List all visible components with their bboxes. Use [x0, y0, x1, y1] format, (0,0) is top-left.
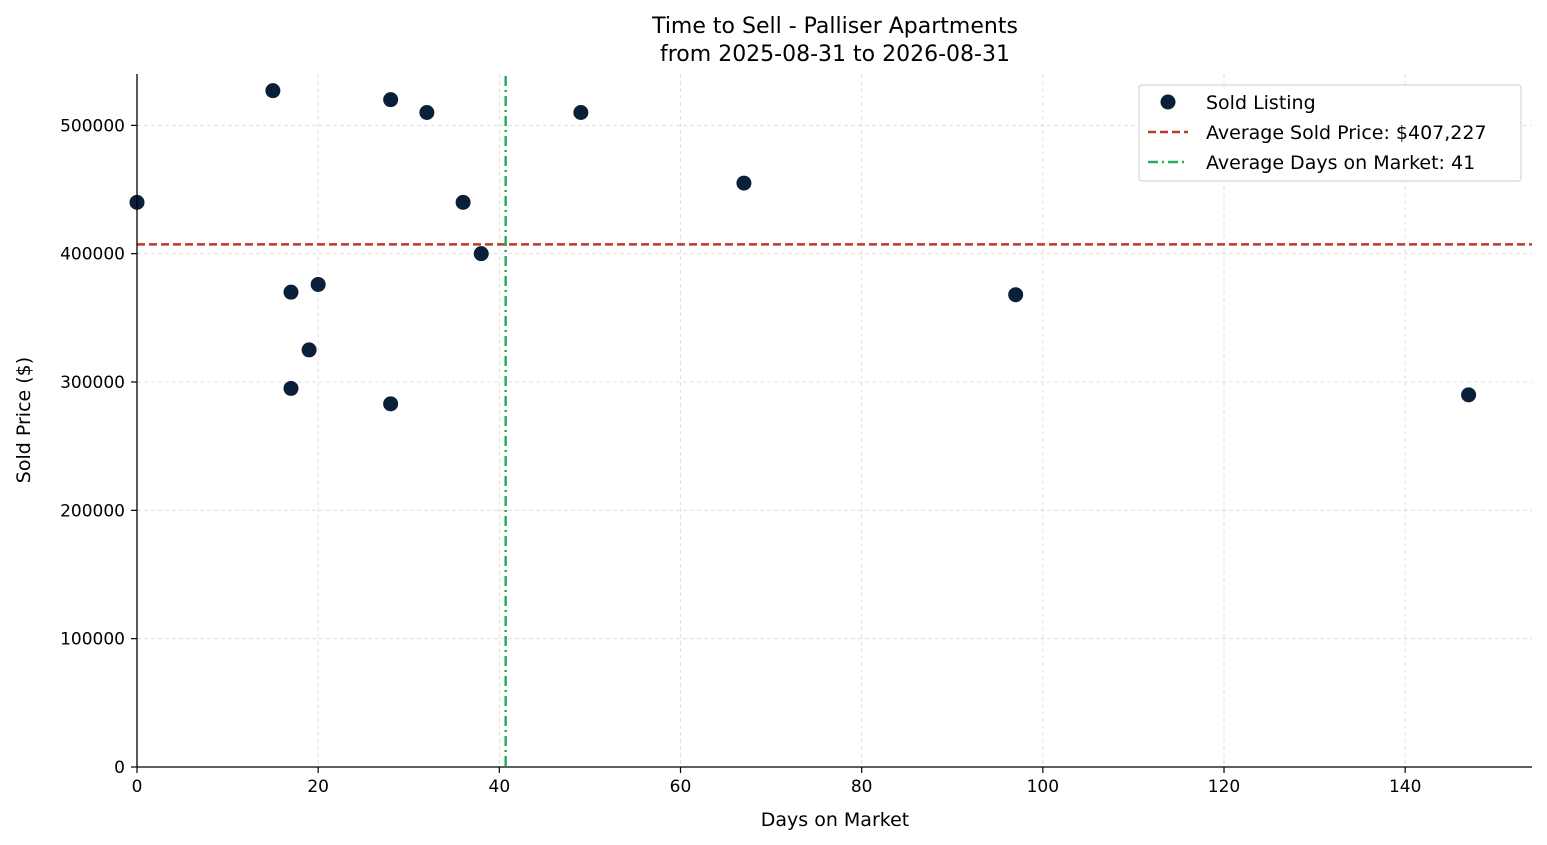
- data-point-9: [455, 194, 471, 210]
- x-tick-label-1: 20: [307, 777, 329, 797]
- legend: Sold Listing Average Sold Price: $407,22…: [1138, 84, 1522, 182]
- x-axis-ticks: 0 20 40 60 80 100 120 140: [132, 767, 1421, 797]
- data-point-8: [419, 105, 435, 120]
- x-tick-label-0: 0: [132, 777, 143, 797]
- x-tick-label-3: 60: [670, 777, 692, 797]
- legend-label-avg-days: Average Days on Market: 41: [1206, 152, 1475, 174]
- data-point-7: [383, 396, 399, 412]
- x-axis-label: Days on Market: [761, 809, 909, 831]
- x-tick-label-7: 140: [1389, 777, 1421, 797]
- data-point-12: [736, 175, 752, 191]
- y-tick-label-3: 300000: [60, 373, 125, 393]
- x-tick-label-5: 100: [1027, 777, 1059, 797]
- y-tick-label-0: 0: [114, 758, 125, 778]
- data-point-11: [573, 105, 589, 120]
- legend-box: [1138, 84, 1522, 182]
- data-point-2: [283, 284, 299, 300]
- data-point-10: [473, 246, 489, 262]
- data-point-13: [1008, 287, 1024, 303]
- x-tick-label-2: 40: [489, 777, 511, 797]
- data-point-6: [383, 92, 399, 108]
- data-point-4: [301, 342, 317, 358]
- x-tick-label-4: 80: [851, 777, 873, 797]
- legend-label-avg-price: Average Sold Price: $407,227: [1206, 122, 1487, 144]
- reference-lines: [137, 76, 1532, 767]
- data-point-5: [310, 276, 326, 292]
- y-tick-label-4: 400000: [60, 245, 125, 265]
- x-tick-label-6: 120: [1208, 777, 1240, 797]
- data-point-14: [1461, 387, 1477, 403]
- y-axis-ticks: 0 100000 200000 300000 400000 500000: [60, 116, 137, 778]
- legend-label-sold-listing: Sold Listing: [1206, 92, 1316, 114]
- y-tick-label-2: 200000: [60, 501, 125, 521]
- legend-marker-sold-listing: [1160, 94, 1176, 110]
- data-point-1: [265, 83, 281, 99]
- chart-subtitle: from 2025-08-31 to 2026-08-31: [660, 42, 1010, 67]
- data-point-3: [283, 380, 299, 396]
- y-axis-label: Sold Price ($): [13, 357, 35, 483]
- y-tick-label-5: 500000: [60, 116, 125, 136]
- y-tick-label-1: 100000: [60, 630, 125, 650]
- chart-title: Time to Sell - Palliser Apartments: [651, 14, 1018, 39]
